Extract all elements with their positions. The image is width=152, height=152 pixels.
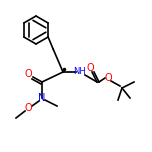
Text: O: O xyxy=(86,63,94,73)
Text: O: O xyxy=(24,69,32,79)
Text: O: O xyxy=(104,73,112,83)
Text: NH: NH xyxy=(74,67,86,76)
Text: O: O xyxy=(24,103,32,113)
Text: N: N xyxy=(38,93,46,103)
